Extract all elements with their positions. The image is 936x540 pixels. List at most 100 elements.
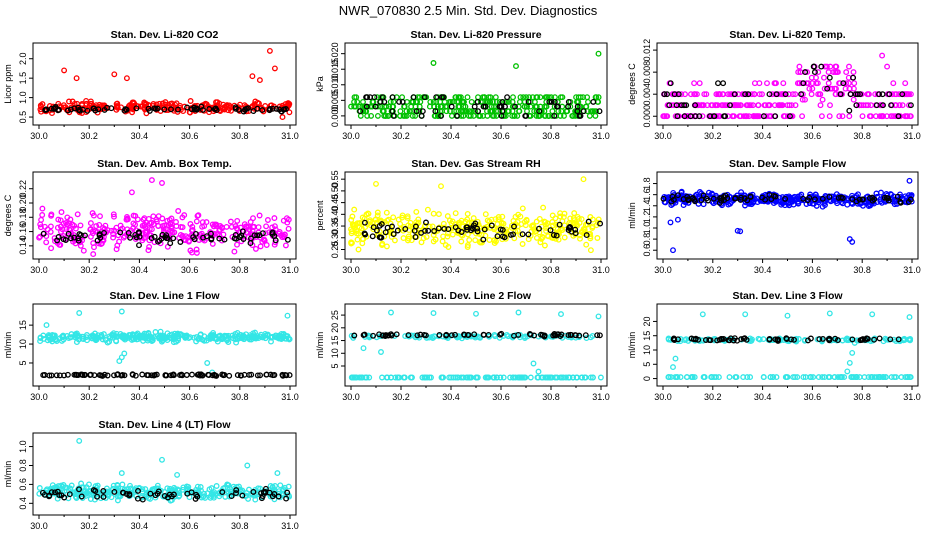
data-point-overlay <box>907 102 914 109</box>
data-point <box>348 332 355 339</box>
data-point-overlay <box>233 235 240 242</box>
data-point-overlay <box>791 336 797 343</box>
data-point <box>51 332 58 339</box>
y-tick-label: 0.40 <box>330 206 340 224</box>
data-point <box>839 113 846 120</box>
data-point-overlay <box>98 372 105 379</box>
data-point-overlay <box>205 371 212 378</box>
y-tick-label: 0.16 <box>18 223 28 241</box>
data-point <box>864 91 871 98</box>
data-point-overlay <box>731 91 738 98</box>
data-point-overlay <box>197 372 203 379</box>
data-point <box>368 112 375 119</box>
y-tick-label: 20 <box>330 323 340 333</box>
data-point-overlay <box>594 332 601 339</box>
data-point <box>833 69 840 76</box>
data-point <box>497 374 504 381</box>
data-point-overlay <box>498 112 505 119</box>
data-point <box>781 113 788 120</box>
data-point <box>751 91 758 98</box>
data-point-overlay <box>266 107 273 114</box>
x-tick-label: 30.2 <box>392 392 410 402</box>
data-point <box>189 227 196 233</box>
data-point-overlay <box>199 106 206 113</box>
data-point <box>813 80 820 87</box>
data-point <box>117 226 124 233</box>
data-point <box>404 213 411 220</box>
data-point <box>672 355 679 362</box>
data-point <box>831 85 838 92</box>
y-axis-label: ml/min <box>627 332 637 359</box>
data-point <box>899 102 906 109</box>
data-point <box>490 374 497 381</box>
data-point <box>430 310 437 317</box>
data-point <box>455 94 462 101</box>
data-point-overlay <box>810 63 817 70</box>
data-point <box>529 94 536 101</box>
data-point-overlay <box>511 223 517 230</box>
y-tick-label: 15 <box>642 331 652 341</box>
data-point-overlay <box>826 337 833 344</box>
data-point-overlay <box>804 197 811 204</box>
data-point <box>484 112 491 119</box>
x-tick-label: 30.4 <box>131 392 149 402</box>
data-point-overlay <box>553 232 560 239</box>
data-point-overlay <box>721 113 727 120</box>
data-point-overlay <box>798 91 805 98</box>
data-point <box>503 228 509 235</box>
data-point-overlay <box>151 372 157 379</box>
data-point <box>145 247 152 254</box>
data-point-overlay <box>852 91 859 98</box>
y-tick-label: 10 <box>642 345 652 355</box>
data-point <box>374 112 381 119</box>
data-point-overlay <box>565 103 572 110</box>
data-point <box>171 229 178 236</box>
data-point-overlay <box>127 234 134 241</box>
data-point <box>904 374 911 381</box>
data-point <box>43 322 50 329</box>
data-point <box>98 102 105 109</box>
data-point <box>373 180 379 187</box>
data-point-overlay <box>62 237 69 244</box>
data-point <box>380 108 387 115</box>
data-point <box>93 335 100 341</box>
data-point <box>405 235 412 242</box>
data-point <box>90 240 97 247</box>
data-point <box>586 112 593 119</box>
data-point <box>57 223 64 230</box>
data-point-overlay <box>370 224 377 231</box>
y-axis-label: ml/min <box>315 332 325 359</box>
data-point <box>114 100 121 107</box>
x-tick-label: 30.6 <box>804 392 822 402</box>
data-point-overlay <box>800 80 807 87</box>
data-point <box>128 189 135 196</box>
data-point <box>213 221 220 228</box>
data-point-overlay <box>788 336 795 343</box>
data-point <box>484 217 491 224</box>
data-point-overlay <box>556 221 563 228</box>
data-point <box>830 69 837 76</box>
data-point <box>772 80 779 87</box>
data-point-overlay <box>734 337 741 344</box>
data-point <box>430 210 437 217</box>
data-point <box>111 213 117 220</box>
data-point-overlay <box>177 239 184 245</box>
data-point-overlay <box>378 221 385 228</box>
x-tick-label: 30.0 <box>654 131 672 141</box>
data-point <box>883 336 890 343</box>
data-point-overlay <box>443 331 450 338</box>
data-point-overlay <box>504 94 511 101</box>
y-tick-label: 0.000 <box>330 105 340 128</box>
data-point-overlay <box>566 225 572 231</box>
data-point-overlay <box>873 102 880 109</box>
data-point <box>54 224 61 231</box>
data-point <box>68 482 75 489</box>
data-point <box>237 101 243 108</box>
data-point-overlay <box>824 85 831 92</box>
data-point <box>140 334 147 341</box>
data-point <box>846 113 853 120</box>
data-point-overlay <box>248 235 254 242</box>
data-point <box>359 214 366 221</box>
x-tick-label: 31.0 <box>903 392 921 402</box>
y-tick-label: 0.30 <box>330 229 340 247</box>
